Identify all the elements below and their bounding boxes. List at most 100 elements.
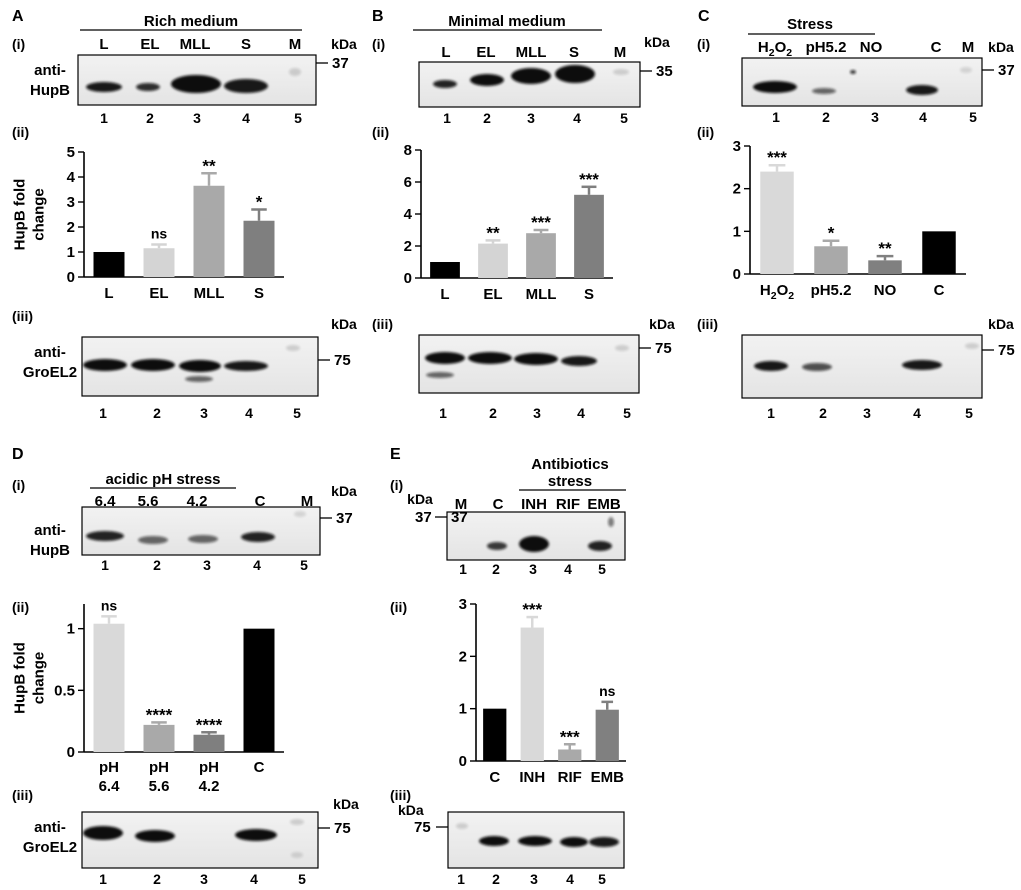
blot-band: [425, 352, 465, 364]
blot-band: [802, 363, 832, 371]
blot-band: [588, 541, 612, 551]
blot-c-hupb: [741, 57, 983, 107]
y-tick-label: 2: [733, 181, 741, 198]
blot-band: [487, 542, 507, 550]
d2-lane-number: 2: [153, 871, 161, 887]
condition-label: stress: [548, 473, 592, 490]
blot-d-hupb: [81, 506, 321, 556]
d1-lane-number: 1: [101, 557, 109, 573]
b2-lane-number: 3: [533, 405, 541, 421]
marker-e1-label: 37: [415, 509, 432, 526]
blot-band: [519, 536, 549, 552]
c1-lane-number: 2: [822, 109, 830, 125]
y-tick-label: 4: [67, 169, 76, 186]
bar: [868, 260, 902, 274]
significance-label: ****: [146, 705, 173, 724]
marker-e2-label: 75: [414, 819, 431, 836]
blot-band: [518, 836, 552, 846]
kda-label: kDa: [398, 802, 424, 818]
y-axis-label: change: [31, 188, 48, 241]
significance-label: ***: [560, 727, 580, 746]
y-tick-label: 0: [67, 269, 75, 286]
lane-label: M: [289, 36, 302, 53]
significance-label: ***: [579, 170, 599, 189]
panel-letter-a: A: [12, 8, 24, 25]
subpanel-label: (ii): [12, 599, 29, 615]
blot-a-hupb: [77, 54, 317, 106]
blot-a-groel2: [81, 336, 319, 397]
antibody-label: HupB: [30, 542, 70, 559]
kda-label: kDa: [331, 316, 357, 332]
marker-a2-label: 75: [334, 352, 351, 369]
kda-label: kDa: [988, 316, 1014, 332]
subpanel-label: (i): [390, 477, 403, 493]
blot-band: [185, 376, 213, 382]
a1-lane-number: 3: [193, 110, 201, 126]
e2-lane-number: 2: [492, 871, 500, 887]
c2-lane-number: 2: [819, 405, 827, 421]
blot-band: [753, 81, 797, 93]
lane-label: pH5.2: [806, 39, 847, 56]
blot-band: [224, 361, 268, 371]
marker-e1-label: 37: [451, 509, 468, 526]
blot-band: [589, 837, 619, 847]
b1-lane-number: 5: [620, 110, 628, 126]
y-tick-label: 8: [404, 142, 412, 159]
blot-band: [290, 819, 304, 825]
bar-chart-eii: 0 1 2 3 *** *** ns: [459, 596, 626, 770]
subpanel-label: (i): [372, 36, 385, 52]
significance-label: ns: [599, 683, 616, 699]
kda-label: kDa: [331, 483, 357, 499]
lane-label: RIF: [556, 496, 580, 513]
subpanel-label: (i): [697, 36, 710, 52]
a1-lane-number: 2: [146, 110, 154, 126]
e1-lane-number: 1: [459, 561, 467, 577]
blot-band: [812, 88, 836, 94]
lane-label: L: [99, 36, 108, 53]
y-tick-label: 0: [404, 270, 412, 287]
x-tick-label: H2O2: [760, 282, 794, 302]
condition-label: acidic pH stress: [105, 471, 220, 488]
blot-b-hupb: [418, 61, 641, 108]
bar: [243, 628, 275, 752]
x-tick-label: 4.2: [199, 778, 220, 795]
d2-lane-number: 5: [298, 871, 306, 887]
x-tick-label: C: [934, 282, 945, 299]
a2-lane-number: 5: [293, 405, 301, 421]
lane-label: NO: [860, 39, 883, 56]
subpanel-label: (iii): [12, 787, 33, 803]
blot-band: [294, 511, 306, 517]
lane-label: C: [493, 496, 504, 513]
blot-band: [171, 75, 221, 93]
significance-label: *: [256, 193, 263, 212]
x-tick-label: RIF: [558, 769, 582, 786]
y-tick-label: 0: [733, 266, 741, 283]
significance-label: ***: [522, 600, 542, 619]
e1-lane-number: 4: [564, 561, 572, 577]
bar: [243, 220, 275, 277]
condition-label: Antibiotics: [531, 456, 609, 473]
a1-lane-number: 5: [294, 110, 302, 126]
antibody-label: GroEL2: [23, 364, 77, 381]
x-tick-label: MLL: [526, 286, 557, 303]
bar: [595, 709, 619, 761]
marker-d2-label: 75: [334, 820, 351, 837]
bar: [922, 231, 956, 274]
bar: [193, 185, 225, 277]
bar: [93, 252, 125, 277]
blot-frame: [81, 811, 319, 869]
lane-label: EL: [476, 44, 495, 61]
x-tick-label: pH: [199, 759, 219, 776]
y-tick-label: 2: [459, 648, 467, 665]
subpanel-label: (iii): [12, 308, 33, 324]
subpanel-label: (ii): [390, 599, 407, 615]
y-tick-label: 0: [67, 744, 75, 761]
bar: [478, 243, 508, 278]
antibody-label: GroEL2: [23, 839, 77, 856]
bar: [193, 734, 225, 752]
blot-band: [555, 65, 595, 83]
blot-band: [188, 535, 218, 543]
lane-label: M: [614, 44, 627, 61]
